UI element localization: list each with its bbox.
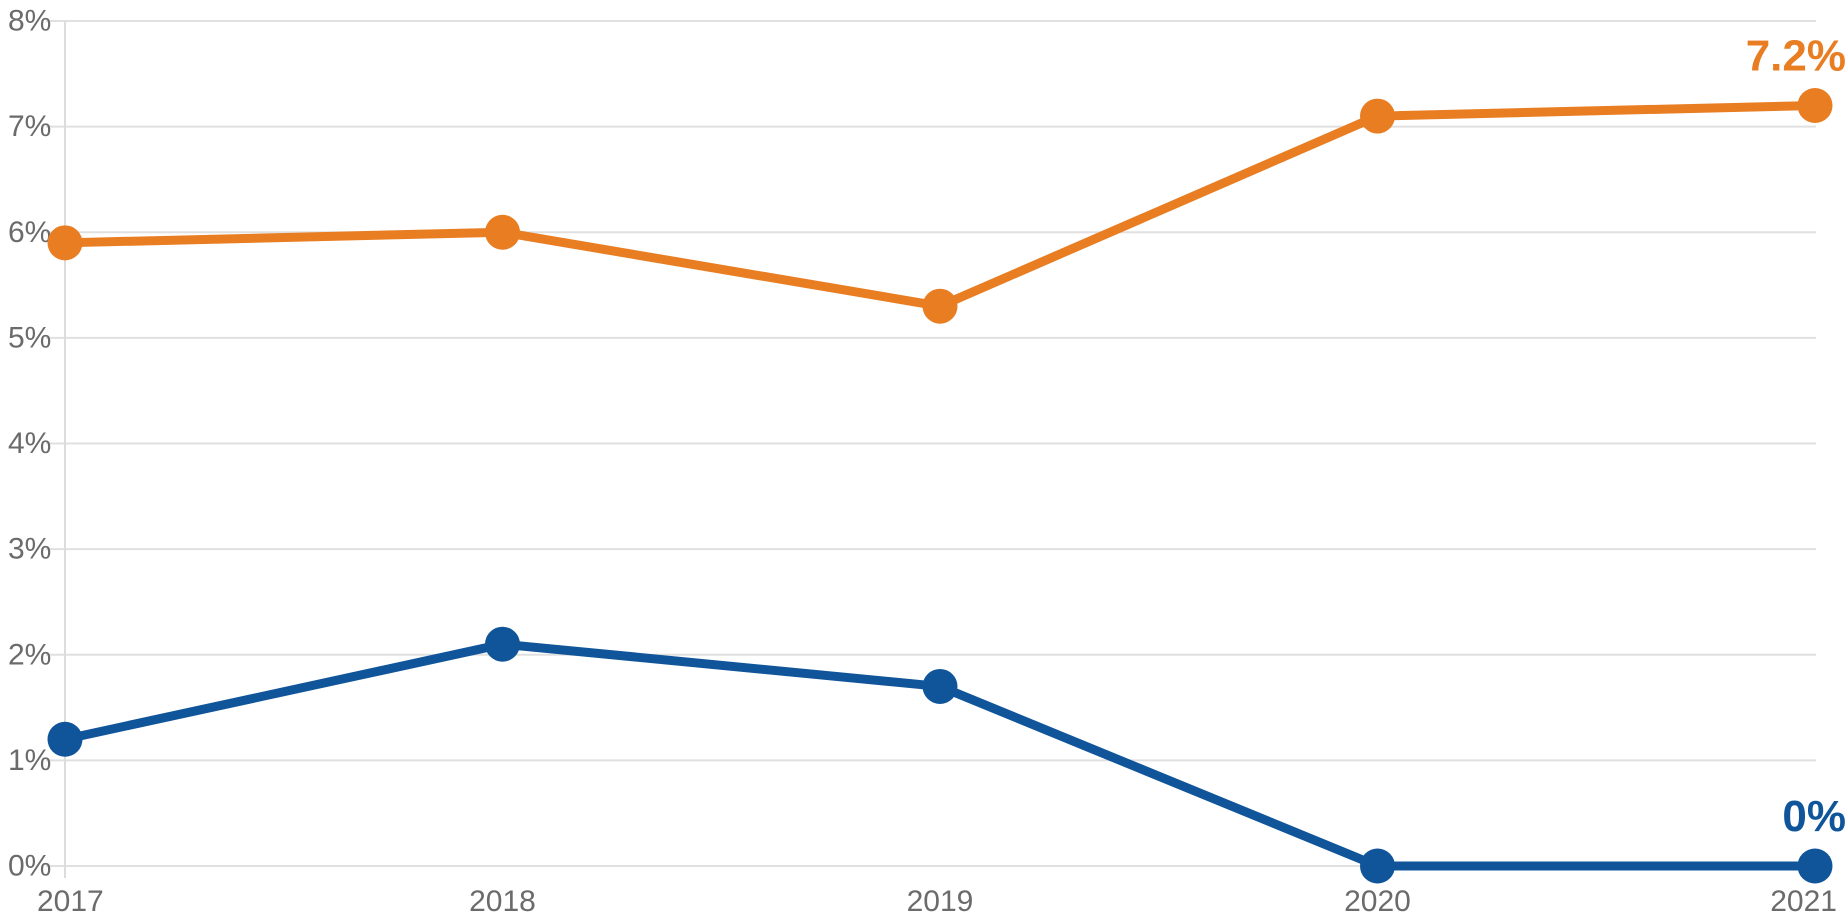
y-tick-label: 6% — [8, 216, 51, 249]
x-tick-label: 2020 — [1344, 885, 1411, 918]
x-tick-label: 2021 — [1770, 885, 1837, 918]
x-tick-label: 2017 — [37, 885, 104, 918]
blue-series-point — [1360, 848, 1395, 884]
y-tick-label: 0% — [8, 850, 51, 883]
blue-series-point — [922, 668, 958, 704]
y-tick-label: 4% — [8, 427, 51, 460]
y-tick-label: 3% — [8, 533, 51, 566]
blue-series-end-label: 0% — [1782, 792, 1846, 841]
y-tick-label: 7% — [8, 110, 51, 143]
y-tick-label: 1% — [8, 744, 51, 777]
orange-series-point — [922, 288, 958, 324]
x-tick-label: 2018 — [469, 885, 536, 918]
blue-series-point — [485, 626, 520, 662]
y-tick-label: 8% — [8, 5, 51, 38]
orange-series-end-label: 7.2% — [1746, 32, 1846, 81]
x-tick-label: 2019 — [907, 885, 974, 918]
orange-series-point — [485, 214, 520, 250]
orange-series-point — [1797, 88, 1833, 123]
y-tick-label: 5% — [8, 321, 51, 354]
blue-series-point — [47, 721, 83, 757]
y-tick-label: 2% — [8, 638, 51, 671]
blue-series-point — [1797, 848, 1833, 884]
orange-series-point — [47, 225, 83, 261]
orange-series-point — [1360, 98, 1395, 134]
